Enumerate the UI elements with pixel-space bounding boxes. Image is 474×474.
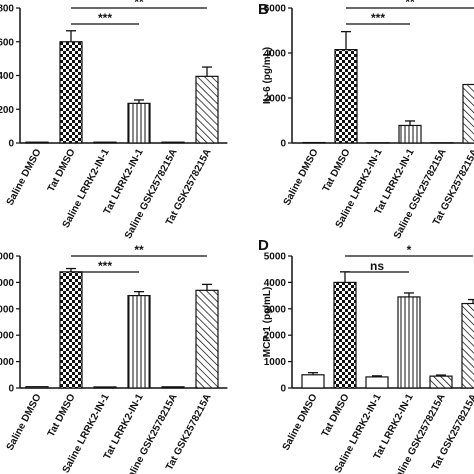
x-tick-label: Saline DMSO <box>281 392 320 452</box>
y-tick-label: 2000 <box>264 94 287 105</box>
y-tick-label: 10000 <box>0 252 14 263</box>
y-axis-label: IL-6 (pg/mL) <box>262 47 273 104</box>
bar <box>397 296 421 389</box>
bar <box>127 102 151 144</box>
y-tick-label: 0 <box>8 384 14 395</box>
bar <box>398 124 422 144</box>
significance-label: *** <box>98 11 112 25</box>
panel-label: B <box>258 1 269 18</box>
y-tick-label: 5000 <box>264 252 287 263</box>
y-axis-label: MCP-1 (pg/mL) <box>262 287 273 358</box>
y-tick-label: 2000 <box>0 357 14 368</box>
x-tick-label: Saline DMSO <box>5 392 44 452</box>
bar <box>59 41 83 144</box>
bar <box>333 281 357 389</box>
bar <box>462 83 474 144</box>
bar <box>93 141 117 144</box>
y-tick-label: 6000 <box>0 304 14 315</box>
y-tick-label: 2000 <box>264 331 287 342</box>
bar <box>59 271 83 389</box>
bar <box>461 302 474 389</box>
bar <box>25 386 49 389</box>
y-tick-label: 0 <box>280 139 286 150</box>
y-tick-label: 600 <box>0 37 14 48</box>
bar <box>365 376 389 389</box>
bar <box>195 289 219 389</box>
y-tick-label: 1000 <box>264 357 287 368</box>
bar <box>25 141 49 144</box>
significance-label: ** <box>134 0 144 9</box>
significance-label: ns <box>370 259 384 273</box>
x-tick-label: Tat DMSO <box>46 392 78 439</box>
x-tick-label: Tat DMSO <box>46 147 78 194</box>
y-tick-label: 8000 <box>0 278 14 289</box>
x-tick-label: Saline DMSO <box>5 147 44 207</box>
significance-label: ** <box>405 0 415 9</box>
y-tick-label: 6000 <box>264 4 287 15</box>
y-tick-label: 4000 <box>0 331 14 342</box>
bar <box>161 141 185 144</box>
bar <box>429 375 453 389</box>
x-tick-label: Tat DMSO <box>320 392 352 439</box>
significance-label: *** <box>98 259 112 273</box>
significance-label: ** <box>134 243 144 257</box>
y-tick-label: 800 <box>0 4 14 15</box>
y-tick-label: 200 <box>0 105 14 116</box>
bar <box>161 386 185 389</box>
x-tick-label: Saline DMSO <box>282 147 321 207</box>
bar <box>195 75 219 144</box>
y-tick-label: 4000 <box>264 49 287 60</box>
y-tick-label: 0 <box>8 139 14 150</box>
bar <box>127 295 151 389</box>
y-tick-label: 4000 <box>264 278 287 289</box>
significance-label: * <box>407 243 412 257</box>
significance-label: *** <box>371 11 385 25</box>
bar <box>301 374 325 389</box>
bar <box>93 386 117 389</box>
bar <box>334 49 358 144</box>
y-tick-label: 400 <box>0 71 14 82</box>
x-tick-label: Tat DMSO <box>321 147 353 194</box>
y-tick-label: 3000 <box>264 304 287 315</box>
y-tick-label: 0 <box>280 384 286 395</box>
panel-label: D <box>258 237 269 254</box>
